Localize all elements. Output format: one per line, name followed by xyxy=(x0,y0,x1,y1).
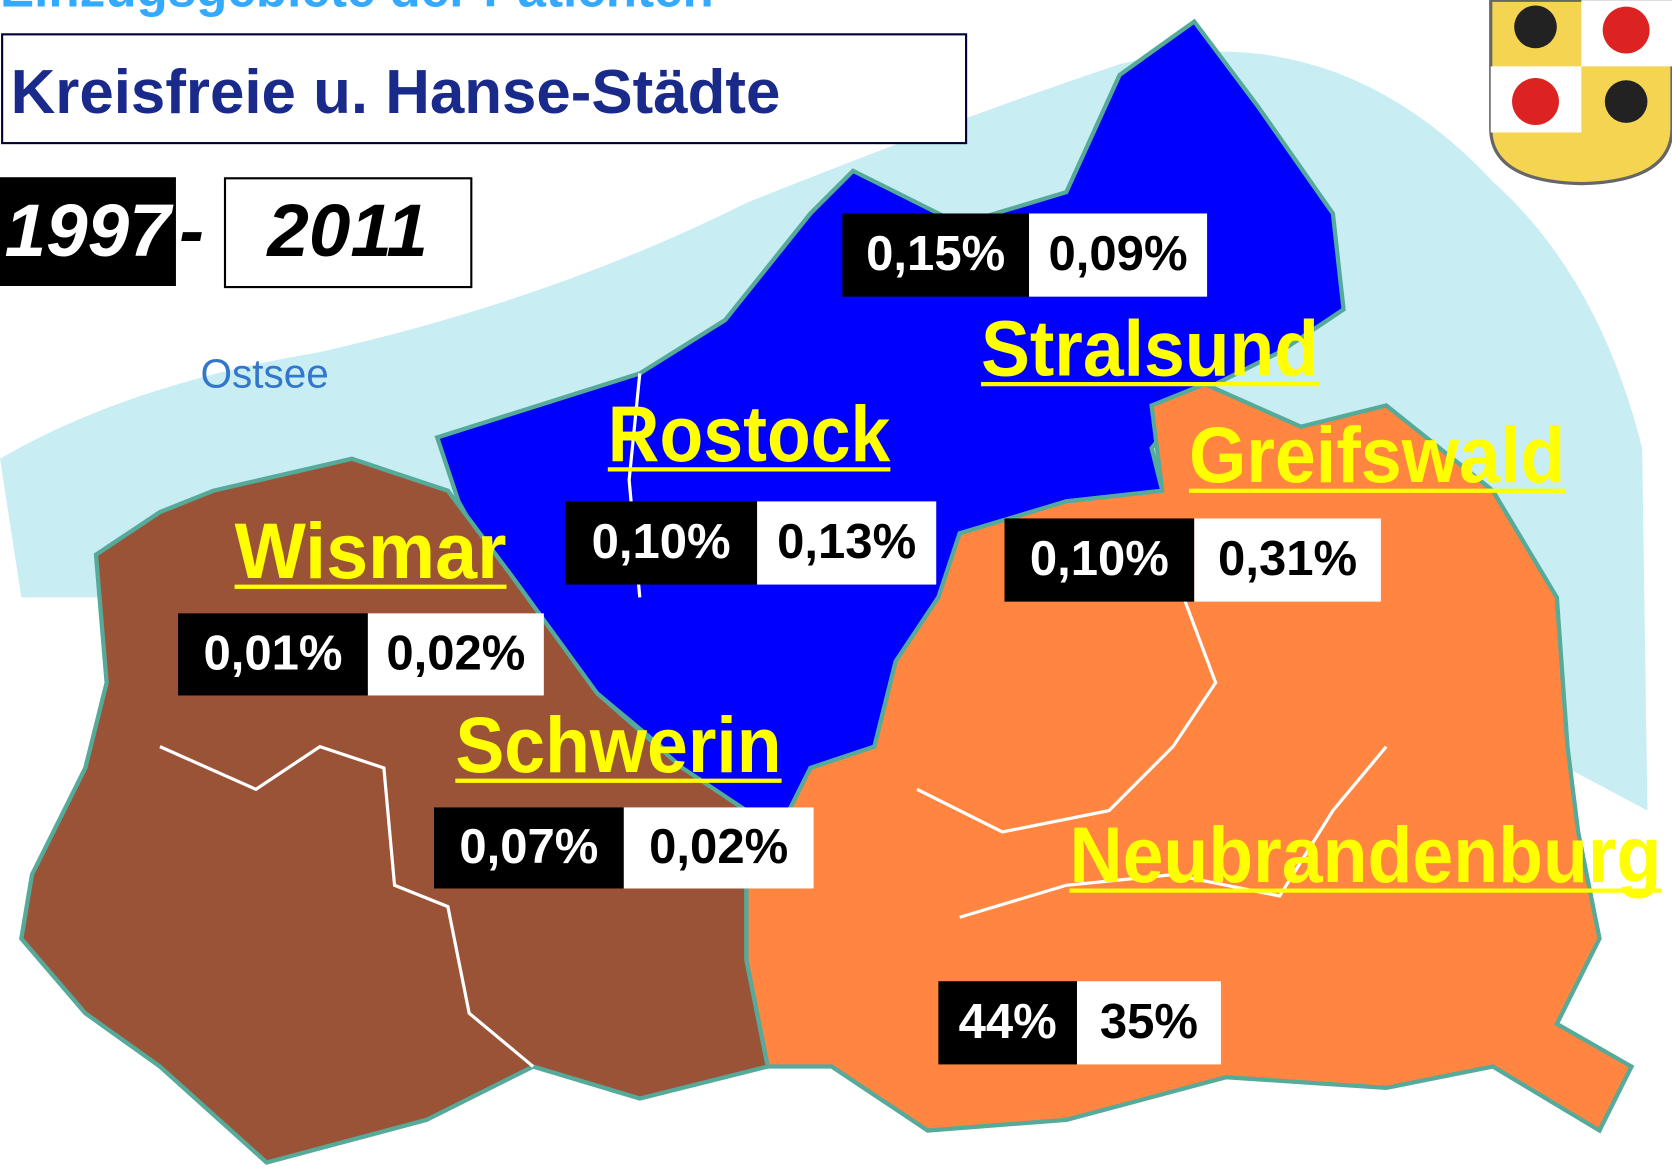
region-name: Wismar xyxy=(235,507,507,595)
value-box-2011 xyxy=(1076,981,1221,1065)
region-name: Neubrandenburg xyxy=(1070,811,1662,899)
subtitle-box xyxy=(1,33,968,145)
district-borders xyxy=(159,373,1388,1068)
subtitle: Kreisfreie u. Hanse-Städte xyxy=(11,58,781,127)
title: Einzugsgebiete der Patienten xyxy=(0,0,714,18)
value-1997: 0,07% xyxy=(459,820,598,874)
coat-of-arms xyxy=(1489,0,1672,186)
value-1997: 0,15% xyxy=(866,227,1005,281)
value-box-2011 xyxy=(757,501,937,585)
year-box xyxy=(223,177,473,289)
region-name: Greifswald xyxy=(1189,411,1565,499)
region-name: Rostock xyxy=(608,390,891,478)
year-to: 2011 xyxy=(265,188,427,272)
value-2011: 35% xyxy=(1100,995,1198,1049)
value-1997: 0,10% xyxy=(592,515,731,569)
value-box-1997 xyxy=(565,501,758,585)
value-box-2011 xyxy=(1194,518,1381,602)
value-box-2011 xyxy=(1029,213,1208,297)
value-2011: 0,02% xyxy=(649,820,788,874)
value-box-1997 xyxy=(178,613,368,696)
value-box-2011 xyxy=(367,613,544,696)
value-box-1997 xyxy=(1004,518,1195,602)
value-1997: 44% xyxy=(959,995,1057,1049)
value-1997: 0,10% xyxy=(1030,532,1169,586)
value-box-1997 xyxy=(938,981,1077,1065)
year-from: 1997 xyxy=(5,188,175,272)
year-separator: - xyxy=(179,188,204,272)
value-2011: 0,09% xyxy=(1049,227,1188,281)
value-1997: 0,01% xyxy=(203,626,342,680)
year-box xyxy=(0,177,176,286)
sea-label: Ostsee xyxy=(200,350,328,396)
value-box-1997 xyxy=(433,807,624,889)
region-orange xyxy=(744,381,1635,1134)
region-name: Stralsund xyxy=(981,305,1319,393)
value-2011: 0,31% xyxy=(1218,532,1357,586)
value-2011: 0,13% xyxy=(777,515,916,569)
value-2011: 0,02% xyxy=(386,626,525,680)
region-name: Schwerin xyxy=(455,701,781,789)
value-box-2011 xyxy=(623,807,814,889)
value-box-1997 xyxy=(842,213,1030,297)
